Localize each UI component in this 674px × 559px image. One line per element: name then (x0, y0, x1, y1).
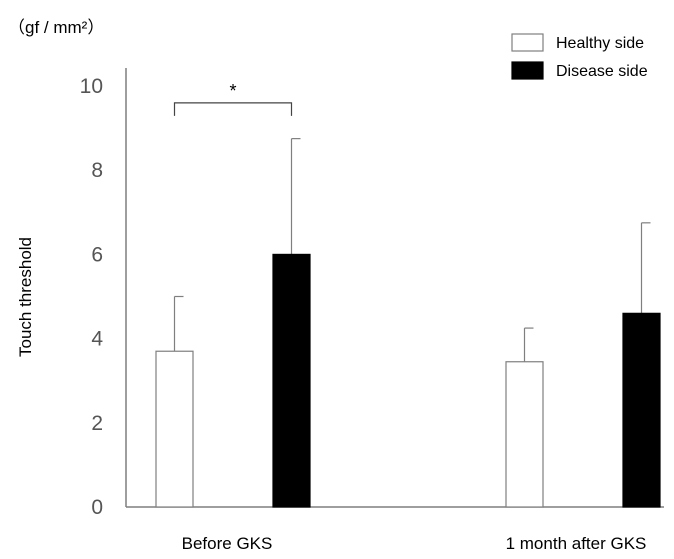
y-tick-label: 6 (91, 243, 103, 266)
legend-swatch (511, 61, 544, 80)
legend-label: Healthy side (556, 35, 644, 52)
error-bars (173, 138, 651, 362)
y-tick-labels: 0 2 4 6 8 10 (80, 75, 104, 519)
axes (125, 68, 664, 508)
y-axis-title: Touch threshold (16, 237, 35, 357)
bar (505, 361, 544, 508)
bar (272, 253, 311, 508)
y-tick-label: 2 (91, 412, 103, 435)
y-tick-label: 0 (91, 496, 103, 519)
legend: Healthy side Disease side (511, 33, 648, 80)
y-tick-label: 8 (91, 159, 103, 182)
unit-label: （gf / mm²） (8, 18, 104, 37)
bars (155, 253, 661, 508)
category-labels: Before GKS 1 month after GKS (182, 534, 647, 553)
significance-brackets: * (173, 81, 293, 116)
significance-marker: * (229, 81, 236, 101)
bar (622, 312, 661, 508)
legend-label: Disease side (556, 63, 648, 80)
legend-swatch (511, 33, 544, 52)
significance-bracket (173, 102, 293, 116)
category-label: 1 month after GKS (506, 534, 647, 553)
category-label: Before GKS (182, 534, 273, 553)
y-tick-label: 4 (91, 328, 103, 351)
bar (155, 350, 194, 508)
y-tick-label: 10 (80, 75, 103, 98)
